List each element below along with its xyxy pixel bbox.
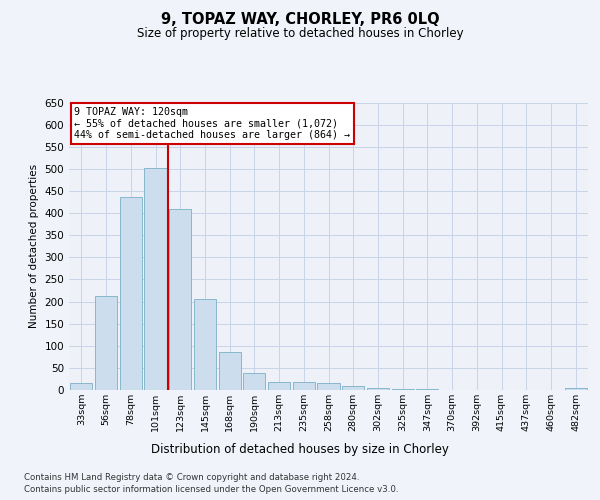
Text: Size of property relative to detached houses in Chorley: Size of property relative to detached ho…	[137, 28, 463, 40]
Bar	[367, 388, 389, 390]
Text: Contains HM Land Registry data © Crown copyright and database right 2024.: Contains HM Land Registry data © Crown c…	[24, 472, 359, 482]
Bar	[317, 384, 340, 390]
Bar	[565, 388, 587, 390]
Text: Distribution of detached houses by size in Chorley: Distribution of detached houses by size …	[151, 442, 449, 456]
Bar	[293, 382, 315, 390]
Text: 9 TOPAZ WAY: 120sqm
← 55% of detached houses are smaller (1,072)
44% of semi-det: 9 TOPAZ WAY: 120sqm ← 55% of detached ho…	[74, 107, 350, 140]
Bar	[218, 352, 241, 390]
Bar	[342, 386, 364, 390]
Bar	[70, 384, 92, 390]
Text: 9, TOPAZ WAY, CHORLEY, PR6 0LQ: 9, TOPAZ WAY, CHORLEY, PR6 0LQ	[161, 12, 439, 28]
Bar	[95, 296, 117, 390]
Y-axis label: Number of detached properties: Number of detached properties	[29, 164, 39, 328]
Bar	[119, 196, 142, 390]
Bar	[416, 389, 439, 390]
Bar	[145, 168, 167, 390]
Bar	[268, 382, 290, 390]
Bar	[392, 389, 414, 390]
Bar	[243, 373, 265, 390]
Text: Contains public sector information licensed under the Open Government Licence v3: Contains public sector information licen…	[24, 485, 398, 494]
Bar	[194, 300, 216, 390]
Bar	[169, 208, 191, 390]
